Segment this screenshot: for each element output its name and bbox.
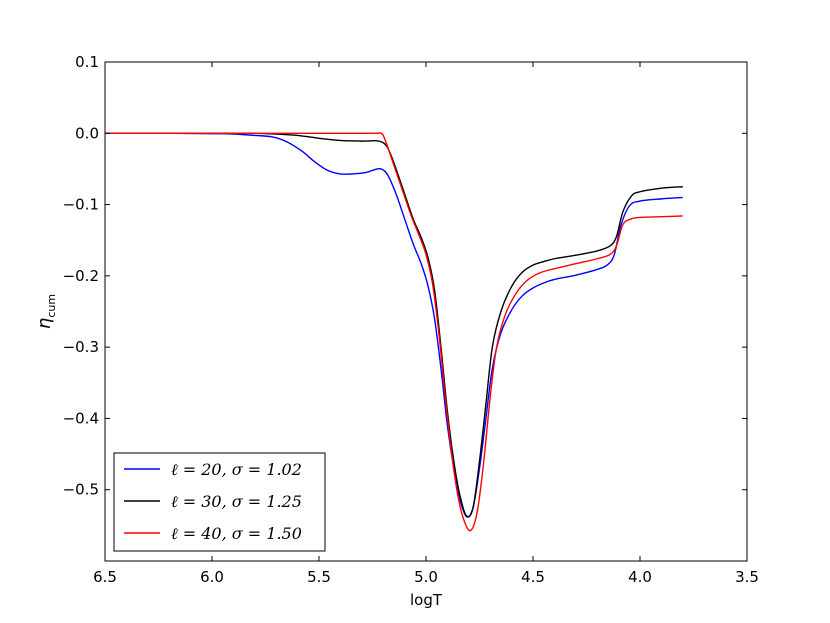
y-tick-label: −0.2 — [63, 267, 99, 285]
legend: ℓ = 20, σ = 1.02 ℓ = 30, σ = 1.25 ℓ = 40, … — [113, 452, 326, 552]
x-tick-label: 5.5 — [307, 568, 331, 586]
x-tick-label: 3.5 — [735, 568, 759, 586]
series-line-2 — [105, 132, 683, 518]
series-line-1 — [104, 132, 683, 518]
x-tick-label: 4.5 — [521, 568, 545, 586]
series-line-3 — [105, 132, 683, 532]
x-axis-label: logT — [410, 591, 443, 609]
x-tick-label: 6.0 — [200, 568, 224, 586]
y-tick-label: −0.3 — [63, 338, 99, 356]
y-axis-label: ηcum — [34, 294, 58, 329]
ticks-layer: 6.5 6.0 5.5 5.0 4.5 4.0 3.5 0.1 0.0 −0.1 −0.2 −0.3 −… — [63, 53, 759, 586]
x-tick-label: 5.0 — [414, 568, 438, 586]
x-tick-label: 4.0 — [628, 568, 652, 586]
y-tick-label: −0.4 — [63, 409, 99, 427]
y-tick-label: 0.1 — [75, 53, 99, 71]
y-tick-label: −0.5 — [63, 481, 99, 499]
y-tick-label: 0.0 — [75, 124, 99, 142]
series-layer — [104, 132, 683, 532]
x-tick-label: 6.5 — [93, 568, 117, 586]
legend-label-1: ℓ = 20, σ = 1.02 — [171, 460, 302, 479]
legend-label-2: ℓ = 30, σ = 1.25 — [171, 492, 302, 511]
y-tick-label: −0.1 — [63, 196, 99, 214]
legend-label-3: ℓ = 40, σ = 1.50 — [171, 524, 302, 543]
